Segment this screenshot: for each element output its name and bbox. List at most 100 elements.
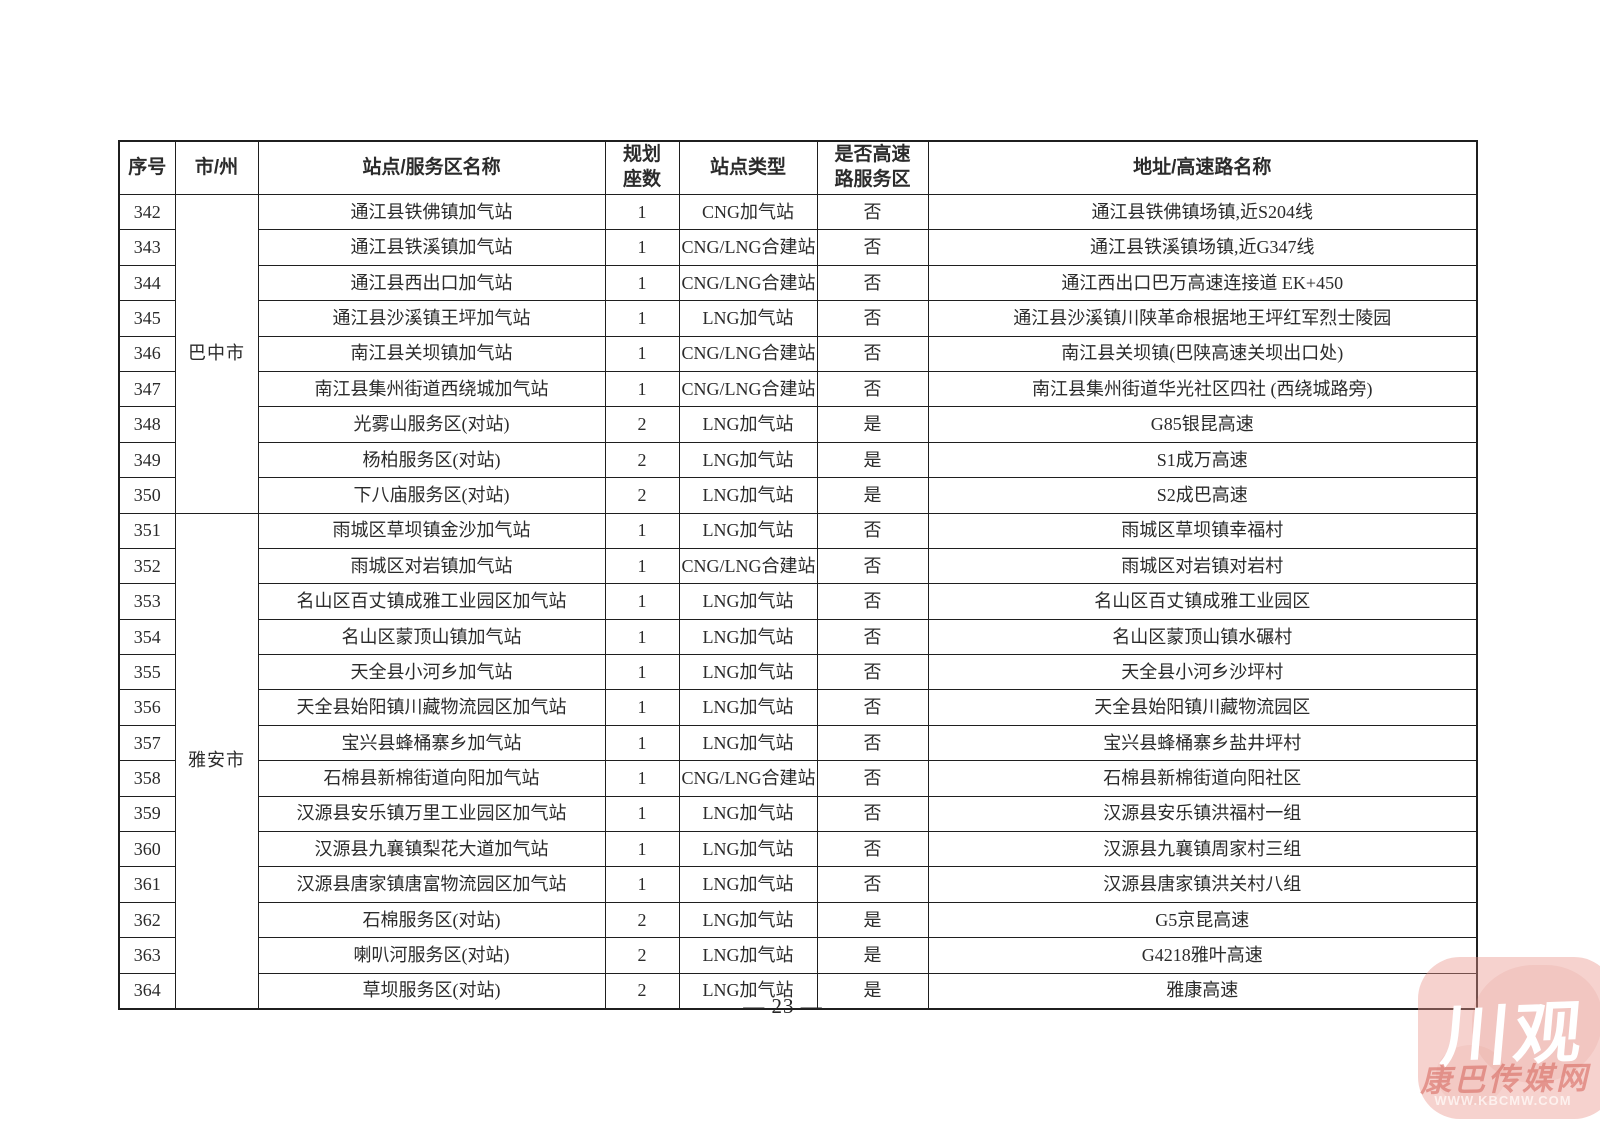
cell-station-type: LNG加气站	[678, 937, 818, 974]
cell-planned-count: 2	[604, 477, 680, 514]
table-header: 序号 市/州 站点/服务区名称 规划 座数 站点类型 是否高速 路服务区 地址/高速路名称	[118, 140, 1478, 195]
cell-serial: 345	[118, 300, 176, 337]
cell-address: 雅康高速	[927, 972, 1478, 1010]
cell-address: 南江县关坝镇(巴陕高速关坝出口处)	[927, 335, 1478, 372]
table-row: 349 杨柏服务区(对站) 2 LNG加气站是 S1成万高速	[118, 441, 1478, 479]
cell-address: 宝兴县蜂桶寨乡盐井坪村	[927, 724, 1478, 762]
cell-serial: 350	[118, 477, 176, 514]
table-row: 361 汉源县唐家镇唐富物流园区加气站 1 LNG加气站否汉源县唐家镇洪关村八组	[118, 866, 1478, 903]
cell-station-name: 雨城区对岩镇加气站	[257, 547, 606, 585]
cell-station-type: LNG加气站	[678, 512, 818, 549]
cell-is-highway-service-area: 否	[816, 547, 929, 585]
cell-serial: 344	[118, 264, 176, 302]
cell-station-name: 天全县始阳镇川藏物流园区加气站	[257, 689, 606, 726]
cell-address: 天全县小河乡沙坪村	[927, 654, 1478, 691]
table-row: 363 喇叭河服务区(对站) 2 LNG加气站是 G4218雅叶高速	[118, 937, 1478, 974]
cell-station-type: LNG加气站	[678, 441, 818, 479]
cell-station-type: CNG/LNG合建站	[678, 547, 818, 585]
column-header-no: 序号	[118, 140, 176, 195]
cell-address: 石棉县新棉街道向阳社区	[927, 760, 1478, 797]
cell-serial: 348	[118, 406, 176, 443]
cell-address: 雨城区对岩镇对岩村	[927, 547, 1478, 585]
table-row: 342 巴中市 通江县铁佛镇加气站 1 CNG加气站否通江县铁佛镇场镇,近S204线	[118, 193, 1478, 514]
cell-station-name: 下八庙服务区(对站)	[257, 477, 606, 514]
cell-is-highway-service-area: 否	[816, 229, 929, 266]
cell-planned-count: 1	[604, 512, 680, 549]
cell-is-highway-service-area: 否	[816, 370, 929, 408]
cell-address: G85银昆高速	[927, 406, 1478, 443]
table-row: 344 通江县西出口加气站 1 CNG/LNG合建站否通江西出口巴万高速连接道 EK+…	[118, 264, 1478, 302]
cell-planned-count: 1	[604, 831, 680, 868]
cell-serial: 353	[118, 583, 176, 620]
cell-station-type: LNG加气站	[678, 406, 818, 443]
table-row: 356 天全县始阳镇川藏物流园区加气站 1 LNG加气站否天全县始阳镇川藏物流园区	[118, 689, 1478, 726]
cell-address: G5京昆高速	[927, 901, 1478, 939]
column-header-city: 市/州	[174, 140, 259, 195]
table-row: 355 天全县小河乡加气站 1 LNG加气站否天全县小河乡沙坪村	[118, 654, 1478, 691]
cell-serial: 360	[118, 831, 176, 868]
cell-planned-count: 1	[604, 618, 680, 656]
cell-station-type: LNG加气站	[678, 901, 818, 939]
cell-station-name: 天全县小河乡加气站	[257, 654, 606, 691]
watermark-badge: 川观 康巴传媒网 WWW.KBCMW.COM	[1418, 957, 1600, 1119]
cell-is-highway-service-area: 是	[816, 901, 929, 939]
cell-station-type: LNG加气站	[678, 866, 818, 903]
cell-serial: 356	[118, 689, 176, 726]
table-row: 352 雨城区对岩镇加气站 1 CNG/LNG合建站否雨城区对岩镇对岩村	[118, 547, 1478, 585]
cell-planned-count: 2	[604, 441, 680, 479]
cell-planned-count: 1	[604, 689, 680, 726]
cell-is-highway-service-area: 是	[816, 441, 929, 479]
table-row: 353 名山区百丈镇成雅工业园区加气站 1 LNG加气站否名山区百丈镇成雅工业园区	[118, 583, 1478, 620]
station-table-container: 序号 市/州 站点/服务区名称 规划 座数 站点类型 是否高速 路服务区 地址/高速路名称 …	[118, 140, 1478, 1010]
table-row: 357 宝兴县蜂桶寨乡加气站 1 LNG加气站否宝兴县蜂桶寨乡盐井坪村	[118, 724, 1478, 762]
cell-address: 汉源县唐家镇洪关村八组	[927, 866, 1478, 903]
cell-planned-count: 1	[604, 193, 680, 231]
cell-station-name: 汉源县唐家镇唐富物流园区加气站	[257, 866, 606, 903]
cell-city: 巴中市	[174, 194, 259, 514]
cell-station-type: CNG加气站	[678, 193, 818, 231]
cell-is-highway-service-area: 否	[816, 831, 929, 868]
cell-station-type: CNG/LNG合建站	[678, 264, 818, 302]
cell-station-name: 光雾山服务区(对站)	[257, 406, 606, 443]
cell-station-name: 通江县铁佛镇加气站	[257, 193, 606, 231]
table-row: 347 南江县集州街道西绕城加气站 1 CNG/LNG合建站否南江县集州街道华光社区四…	[118, 370, 1478, 408]
cell-address: 名山区百丈镇成雅工业园区	[927, 583, 1478, 620]
cell-station-type: LNG加气站	[678, 972, 818, 1010]
cell-address: 通江县沙溪镇川陕革命根据地王坪红军烈士陵园	[927, 300, 1478, 337]
cell-address: G4218雅叶高速	[927, 937, 1478, 974]
cell-serial: 349	[118, 441, 176, 479]
cell-address: 汉源县安乐镇洪福村一组	[927, 795, 1478, 833]
cell-is-highway-service-area: 否	[816, 512, 929, 549]
cell-station-type: CNG/LNG合建站	[678, 335, 818, 372]
cell-serial: 358	[118, 760, 176, 797]
column-header-seats: 规划 座数	[604, 140, 680, 195]
cell-address: 汉源县九襄镇周家村三组	[927, 831, 1478, 868]
cell-is-highway-service-area: 否	[816, 866, 929, 903]
cell-is-highway-service-area: 否	[816, 724, 929, 762]
cell-station-name: 石棉服务区(对站)	[257, 901, 606, 939]
table-row: 358 石棉县新棉街道向阳加气站 1 CNG/LNG合建站否石棉县新棉街道向阳社区	[118, 760, 1478, 797]
cell-is-highway-service-area: 否	[816, 760, 929, 797]
cell-planned-count: 1	[604, 724, 680, 762]
cell-serial: 342	[118, 193, 176, 231]
cell-station-name: 草坝服务区(对站)	[257, 972, 606, 1010]
cell-address: 天全县始阳镇川藏物流园区	[927, 689, 1478, 726]
cell-station-name: 石棉县新棉街道向阳加气站	[257, 760, 606, 797]
cell-serial: 364	[118, 972, 176, 1010]
table-row: 354 名山区蒙顶山镇加气站 1 LNG加气站否名山区蒙顶山镇水碾村	[118, 618, 1478, 656]
cell-planned-count: 1	[604, 760, 680, 797]
table-header-row: 序号 市/州 站点/服务区名称 规划 座数 站点类型 是否高速 路服务区 地址/高速路名称	[118, 140, 1478, 195]
cell-is-highway-service-area: 是	[816, 972, 929, 1010]
cell-is-highway-service-area: 否	[816, 300, 929, 337]
cell-planned-count: 2	[604, 901, 680, 939]
table-row: 360 汉源县九襄镇梨花大道加气站 1 LNG加气站否汉源县九襄镇周家村三组	[118, 831, 1478, 868]
cell-station-name: 杨柏服务区(对站)	[257, 441, 606, 479]
cell-station-name: 汉源县安乐镇万里工业园区加气站	[257, 795, 606, 833]
table-row: 343 通江县铁溪镇加气站 1 CNG/LNG合建站否通江县铁溪镇场镇,近G347线	[118, 229, 1478, 266]
page-number: — 23 —	[743, 994, 823, 1018]
cell-station-type: CNG/LNG合建站	[678, 229, 818, 266]
cell-station-type: LNG加气站	[678, 795, 818, 833]
cell-is-highway-service-area: 否	[816, 264, 929, 302]
cell-address: 名山区蒙顶山镇水碾村	[927, 618, 1478, 656]
